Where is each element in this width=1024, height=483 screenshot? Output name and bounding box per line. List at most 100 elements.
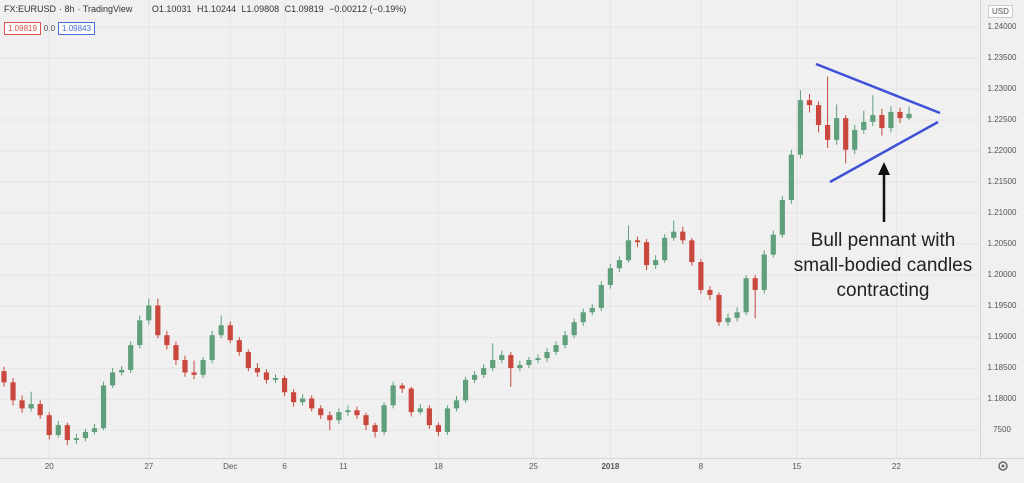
gear-center[interactable] xyxy=(1001,464,1005,468)
candle-body xyxy=(336,412,342,421)
candle-body xyxy=(426,408,432,426)
candle-body xyxy=(462,379,469,401)
candle-body xyxy=(408,388,414,413)
candle-body xyxy=(155,305,161,336)
candle-body xyxy=(634,240,641,243)
candle-body xyxy=(689,240,695,263)
candle-body xyxy=(472,374,478,380)
candle-body xyxy=(752,278,758,290)
y-tick-label: 1.23500 xyxy=(988,53,1017,62)
candle-body xyxy=(725,317,731,323)
gear[interactable] xyxy=(998,461,1008,471)
candle-body xyxy=(399,385,405,389)
candle-body xyxy=(734,312,740,318)
y-tick-label: 1.19000 xyxy=(988,332,1017,341)
header: FX:EURUSD · 8h · TradingView O1.10031 H1.1… xyxy=(4,4,407,14)
ohlc-open: O1.10031 xyxy=(151,4,192,14)
candle-body xyxy=(535,358,541,361)
candle-body xyxy=(1,371,7,383)
x-tick-label: 18 xyxy=(434,462,443,471)
candle-body xyxy=(897,111,903,119)
candle-body xyxy=(182,360,188,373)
candle-body xyxy=(453,400,460,409)
candle-body xyxy=(164,335,170,346)
candle-body xyxy=(272,377,279,380)
symbol[interactable]: FX:EURUSD xyxy=(4,4,57,14)
candle-body xyxy=(381,405,387,432)
annotation-line: Bull pennant with xyxy=(811,230,956,251)
candle-body xyxy=(146,305,152,321)
candle-body xyxy=(553,345,559,352)
candle-body xyxy=(345,410,351,413)
x-tick-label: 15 xyxy=(792,462,801,471)
candle-body xyxy=(526,360,532,365)
candle-body xyxy=(435,425,442,432)
y-tick-label: 1.24000 xyxy=(988,22,1017,31)
candle-body xyxy=(236,340,242,352)
candle-body xyxy=(662,237,668,261)
spread: 0.0 xyxy=(43,24,56,33)
candle-body xyxy=(643,242,650,266)
x-tick-label: 2018 xyxy=(601,462,619,471)
candle-body xyxy=(544,351,550,359)
candle-body xyxy=(91,428,98,432)
candle-body xyxy=(499,355,505,361)
currency[interactable]: USD xyxy=(988,5,1013,18)
sell-price[interactable]: 1.09819 xyxy=(4,22,41,35)
candle-body xyxy=(245,351,251,369)
ohlc-close: C1.09819 xyxy=(284,4,324,14)
ohlc-high: H1.10244 xyxy=(196,4,237,14)
candle-body xyxy=(861,121,867,130)
x-tick-label: 27 xyxy=(144,462,153,471)
y-tick-label: 1.21000 xyxy=(988,208,1017,217)
x-tick-label: 11 xyxy=(339,462,348,471)
y-tick-label: 1.18000 xyxy=(988,394,1017,403)
candle-body xyxy=(209,335,215,361)
buy-price[interactable]: 1.09843 xyxy=(58,22,95,35)
annotation-line: contracting xyxy=(837,280,930,301)
candle-body xyxy=(598,284,604,308)
candle-body xyxy=(806,100,813,106)
candle-body xyxy=(119,369,125,373)
y-tick-label: 1.18500 xyxy=(988,363,1017,372)
ohlc-low: L1.09808 xyxy=(241,4,280,14)
candle-body xyxy=(797,100,804,155)
candle-body xyxy=(508,355,514,369)
candle-body xyxy=(562,335,568,346)
candle-body xyxy=(137,320,143,346)
candle-body xyxy=(46,415,52,436)
candle-body xyxy=(770,234,776,255)
pennant-upper-line xyxy=(815,62,941,115)
y-tick-label: 1.23000 xyxy=(988,84,1017,93)
candle-body xyxy=(218,325,224,336)
candle-body xyxy=(173,345,179,361)
y-tick-label: 7500 xyxy=(993,425,1011,434)
interval[interactable]: 8h xyxy=(64,4,75,14)
candle-body xyxy=(671,231,677,238)
x-tick-label: 20 xyxy=(45,462,54,471)
candle-body xyxy=(490,360,496,369)
candles xyxy=(1,76,912,445)
y-tick-label: 1.20500 xyxy=(988,239,1017,248)
candle-body xyxy=(716,294,722,323)
x-tick-label: Dec xyxy=(223,462,237,471)
candle-body xyxy=(653,260,659,266)
arrow-head xyxy=(878,162,890,175)
candle-body xyxy=(707,289,713,295)
settings-icon[interactable] xyxy=(998,461,1008,471)
candle-body xyxy=(481,368,487,375)
y-tick-label: 1.20000 xyxy=(988,270,1017,279)
candle-body xyxy=(815,105,822,125)
candle-body xyxy=(363,415,369,426)
candle-body xyxy=(100,385,107,429)
candle-body xyxy=(291,392,297,403)
candle-body xyxy=(906,113,912,119)
candle-body xyxy=(824,124,831,140)
annotation-line: small-bodied candles xyxy=(794,255,973,276)
candle-body xyxy=(888,111,894,129)
candle-body xyxy=(309,398,315,409)
candle-body xyxy=(318,408,324,416)
candle-body xyxy=(779,200,785,235)
